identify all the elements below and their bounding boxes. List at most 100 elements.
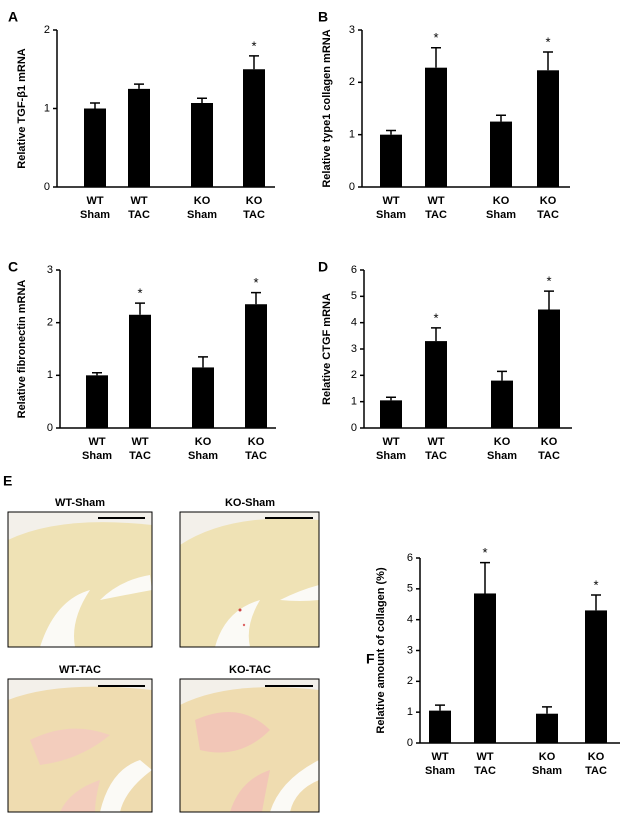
- panel-label: E: [3, 473, 12, 489]
- x-tick-label: KO: [588, 751, 605, 763]
- x-tick-label: WT: [382, 195, 399, 207]
- x-tick-label: TAC: [245, 450, 267, 462]
- x-tick-label: TAC: [537, 209, 559, 221]
- significance-mark: *: [593, 577, 598, 592]
- bar: [538, 309, 560, 428]
- bar: [474, 593, 496, 743]
- significance-mark: *: [433, 310, 438, 325]
- error-bar: [249, 55, 259, 70]
- y-tick-label: 3: [47, 264, 53, 276]
- x-tick-label: TAC: [129, 450, 151, 462]
- bar: [243, 69, 265, 187]
- x-tick-label: Sham: [188, 450, 218, 462]
- image-title: WT-Sham: [55, 497, 105, 509]
- panel-label: C: [8, 259, 18, 275]
- significance-mark: *: [137, 286, 142, 301]
- bar: [128, 88, 150, 187]
- y-axis-label: Relative type1 collagen mRNA: [321, 29, 333, 187]
- significance-mark: *: [253, 275, 258, 290]
- panel-label: B: [318, 9, 328, 25]
- x-tick-label: WT: [382, 436, 399, 448]
- bar: [86, 375, 108, 428]
- y-tick-label: 5: [407, 583, 413, 595]
- x-tick-label: KO: [194, 195, 211, 207]
- bar: [380, 134, 402, 187]
- y-tick-label: 2: [47, 317, 53, 329]
- bar: [191, 103, 213, 187]
- error-bar: [198, 356, 208, 368]
- error-bar: [542, 706, 552, 714]
- x-tick-label: WT: [86, 195, 103, 207]
- image-title: WT-TAC: [59, 664, 101, 676]
- y-tick-label: 2: [351, 369, 357, 381]
- x-tick-label: WT: [476, 751, 493, 763]
- histology-image: [179, 511, 320, 648]
- y-tick-label: 0: [407, 737, 413, 749]
- y-tick-label: 1: [407, 706, 413, 718]
- bar: [537, 70, 559, 187]
- panel-label: F: [366, 651, 375, 667]
- bar: [491, 380, 513, 428]
- error-bar: [135, 302, 145, 315]
- panel-label: A: [8, 9, 18, 25]
- x-tick-label: TAC: [538, 450, 560, 462]
- y-tick-label: 6: [351, 264, 357, 276]
- x-tick-label: WT: [130, 195, 147, 207]
- y-tick-label: 3: [407, 644, 413, 656]
- y-axis-label: Relative amount of collagen (%): [375, 567, 387, 734]
- significance-mark: *: [546, 274, 551, 289]
- bar: [380, 400, 402, 428]
- x-tick-label: Sham: [487, 450, 517, 462]
- x-tick-label: TAC: [128, 209, 150, 221]
- y-tick-label: 2: [349, 76, 355, 88]
- x-tick-label: Sham: [532, 765, 562, 777]
- y-tick-label: 0: [349, 181, 355, 193]
- y-axis-label: Relative CTGF mRNA: [321, 293, 333, 405]
- y-tick-label: 1: [44, 102, 50, 114]
- x-tick-label: WT: [431, 751, 448, 763]
- bar: [192, 367, 214, 428]
- image-title: KO-Sham: [225, 497, 275, 509]
- x-tick-label: TAC: [474, 765, 496, 777]
- x-tick-label: TAC: [425, 450, 447, 462]
- error-bar: [251, 291, 261, 305]
- error-bar: [90, 102, 100, 109]
- x-tick-label: TAC: [243, 209, 265, 221]
- x-tick-label: Sham: [80, 209, 110, 221]
- x-tick-label: Sham: [376, 450, 406, 462]
- y-tick-label: 1: [349, 129, 355, 141]
- x-tick-label: KO: [540, 195, 557, 207]
- y-axis-label: Relative fibronectin mRNA: [16, 280, 28, 419]
- x-tick-label: WT: [427, 195, 444, 207]
- x-tick-label: KO: [248, 436, 265, 448]
- y-tick-label: 4: [407, 614, 413, 626]
- significance-mark: *: [251, 38, 256, 53]
- error-bar: [480, 561, 490, 594]
- x-tick-label: KO: [493, 195, 510, 207]
- error-bar: [92, 371, 102, 376]
- error-bar: [386, 129, 396, 135]
- x-tick-label: KO: [539, 751, 556, 763]
- x-tick-label: KO: [195, 436, 212, 448]
- error-bar: [431, 327, 441, 342]
- x-tick-label: Sham: [376, 209, 406, 221]
- x-tick-label: WT: [88, 436, 105, 448]
- error-bar: [497, 370, 507, 381]
- error-bar: [386, 396, 396, 401]
- error-bar: [431, 47, 441, 68]
- y-tick-label: 5: [351, 290, 357, 302]
- x-tick-label: TAC: [425, 209, 447, 221]
- error-bar: [544, 290, 554, 310]
- y-tick-label: 0: [351, 422, 357, 434]
- x-tick-label: TAC: [585, 765, 607, 777]
- x-tick-label: KO: [541, 436, 558, 448]
- x-tick-label: Sham: [187, 209, 217, 221]
- bar: [425, 67, 447, 187]
- y-tick-label: 2: [407, 675, 413, 687]
- y-tick-label: 0: [44, 181, 50, 193]
- error-bar: [543, 51, 553, 71]
- histology-image: [7, 678, 153, 813]
- panel-label: D: [318, 259, 328, 275]
- x-tick-label: KO: [494, 436, 511, 448]
- x-tick-label: Sham: [425, 765, 455, 777]
